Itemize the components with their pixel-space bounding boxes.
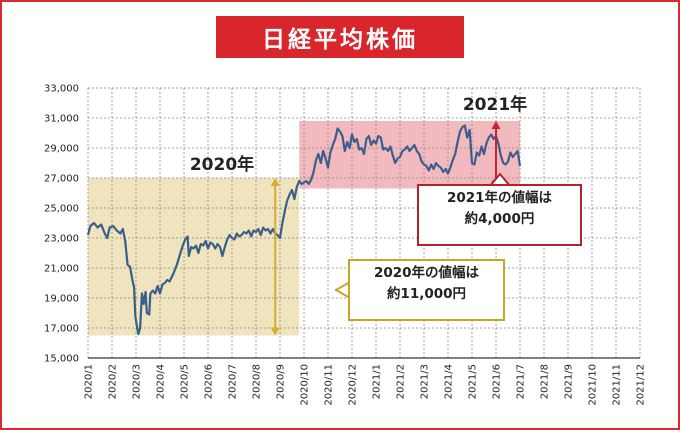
y-tick-label: 17,000	[44, 324, 79, 335]
y-tick-label: 25,000	[44, 204, 79, 215]
x-tick-label: 2020/7	[228, 364, 239, 399]
x-tick-label: 2020/12	[348, 364, 359, 406]
y-tick-label: 21,000	[44, 264, 79, 275]
x-tick-label: 2021/10	[588, 364, 599, 406]
band-2020	[88, 178, 300, 336]
arrow-head-down	[270, 327, 280, 336]
arrow-head-up	[491, 121, 501, 129]
y-tick-label: 19,000	[44, 294, 79, 305]
callout-2020-line2: 約11,000円	[386, 286, 467, 302]
x-tick-label: 2020/1	[84, 364, 95, 399]
y-tick-label: 29,000	[44, 144, 79, 155]
x-tick-label: 2020/10	[300, 364, 311, 406]
x-tick-label: 2021/1	[372, 364, 383, 399]
x-tick-label: 2021/5	[468, 364, 479, 399]
y-axis-ticks: 33,000 31,000 29,000 27,000 25,000 23,000 21,0…	[44, 84, 79, 365]
x-tick-label: 2020/5	[180, 364, 191, 399]
chart-title: 日経平均株価	[216, 16, 464, 58]
series-layer	[86, 124, 522, 336]
y-tick-label: 27,000	[44, 174, 79, 185]
x-tick-label: 2021/2	[396, 364, 407, 399]
y-tick-label: 33,000	[44, 84, 79, 95]
x-axis-ticks: 2020/1 2020/2 2020/3 2020/4 2020/5 2020/6 2020…	[84, 364, 647, 406]
x-tick-label: 2021/4	[444, 364, 455, 399]
x-tick-label: 2020/3	[132, 364, 143, 399]
x-tick-label: 2021/7	[516, 364, 527, 399]
y-tick-label: 15,000	[44, 354, 79, 365]
year-label-2020: 2020年	[190, 154, 254, 175]
arrow-head-up	[270, 178, 280, 186]
year-label-2021: 2021年	[463, 94, 527, 115]
callout-2021-range: 2021年の値幅は 約4,000円	[417, 184, 582, 246]
callout-2021-line2: 約4,000円	[464, 211, 535, 227]
x-tick-label: 2021/12	[636, 364, 647, 406]
x-tick-label: 2021/8	[540, 364, 551, 399]
x-tick-label: 2020/4	[156, 364, 167, 399]
x-tick-label: 2021/3	[420, 364, 431, 399]
x-tick-label: 2020/2	[108, 364, 119, 399]
range-arrow-2020	[270, 178, 280, 336]
callout-2020-line1: 2020年の値幅は	[373, 265, 480, 281]
y-tick-label: 31,000	[44, 114, 79, 125]
x-tick-label: 2021/11	[612, 364, 623, 406]
callout-2020-range: 2020年の値幅は 約11,000円	[348, 259, 505, 321]
x-tick-label: 2020/11	[324, 364, 335, 406]
x-tick-label: 2020/8	[252, 364, 263, 399]
series-line-nikkei	[86, 124, 522, 336]
callout-2021-line1: 2021年の値幅は	[446, 190, 553, 206]
x-tick-label: 2021/9	[564, 364, 575, 399]
y-tick-label: 23,000	[44, 234, 79, 245]
x-tick-label: 2021/6	[492, 364, 503, 399]
x-tick-label: 2020/6	[204, 364, 215, 399]
x-tick-label: 2020/9	[276, 364, 287, 399]
